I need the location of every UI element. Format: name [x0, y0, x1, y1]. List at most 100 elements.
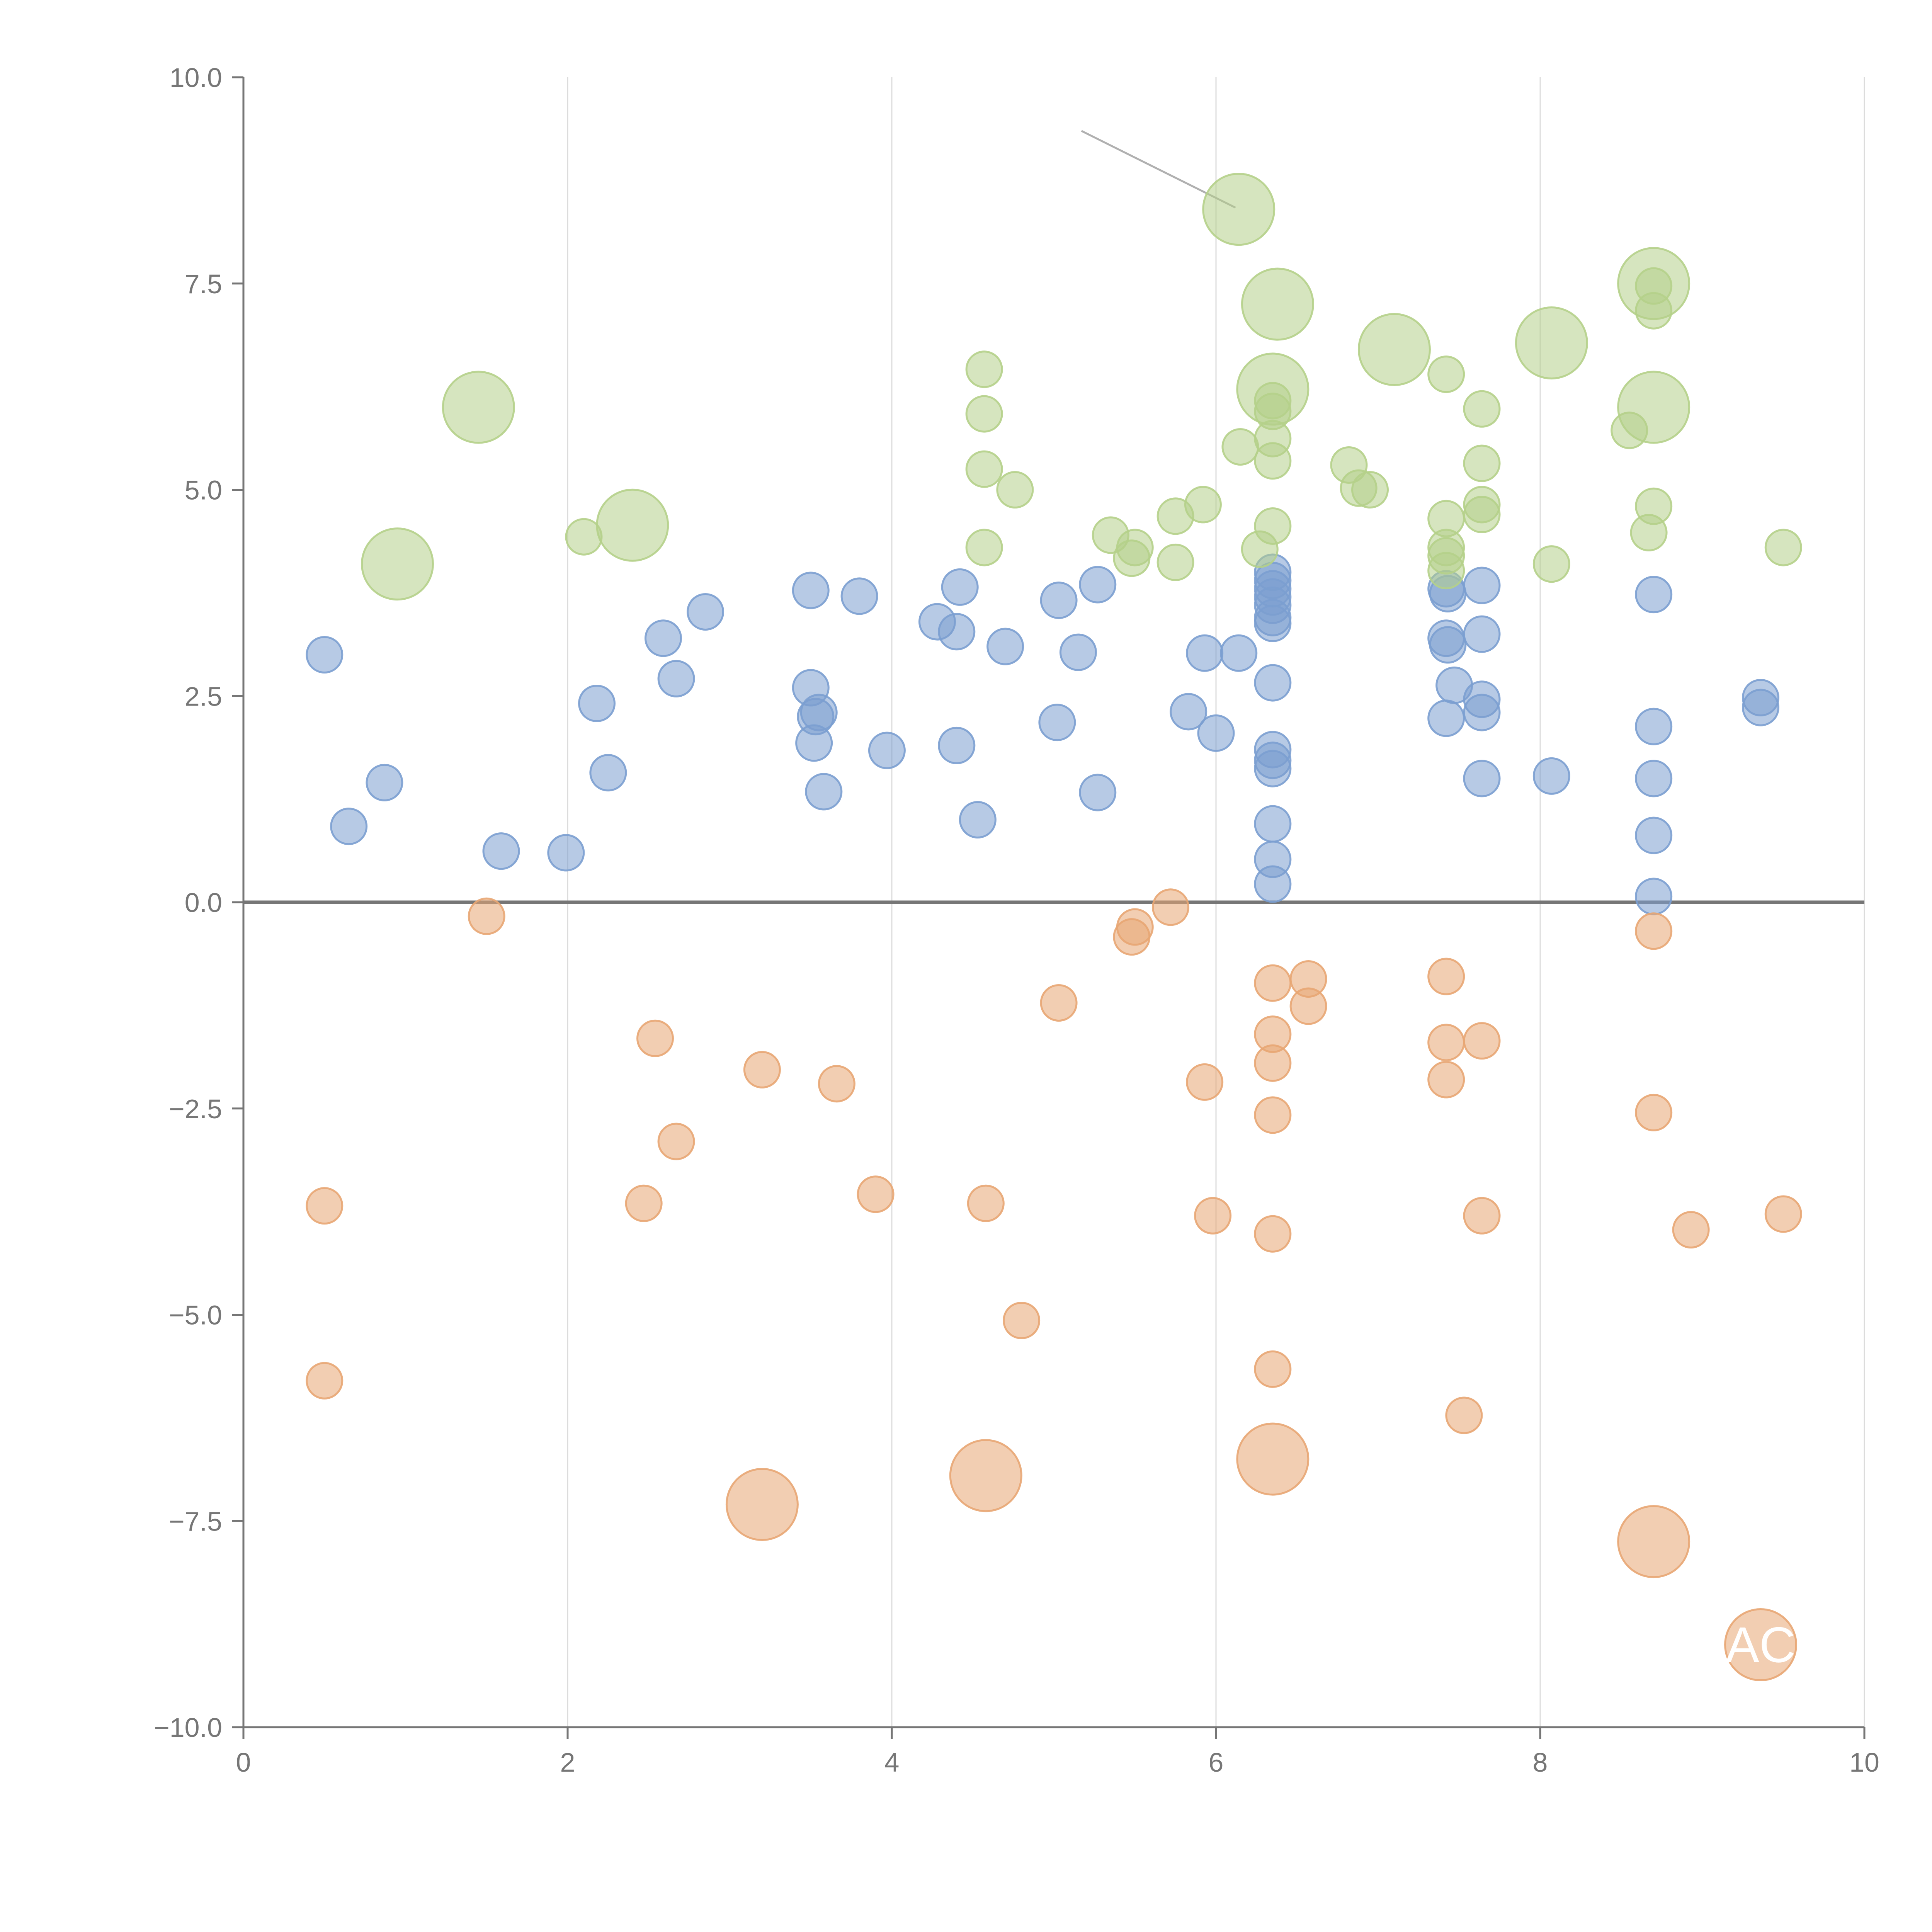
y-tick-label: −10.0: [154, 1713, 222, 1743]
orange-data-point: [306, 1362, 344, 1400]
orange-data-point: [1635, 1094, 1673, 1131]
point-labels: AC: [1726, 1617, 1796, 1673]
y-tick-label: −2.5: [169, 1094, 222, 1124]
blue-data-point: [306, 636, 344, 673]
blue-data-point: [578, 684, 616, 722]
blue-data-point: [1254, 805, 1292, 843]
blue-data-point: [1254, 865, 1292, 903]
green-data-point: [1241, 267, 1314, 341]
orange-data-point: [1254, 1215, 1292, 1253]
orange-data-point: [1427, 1061, 1465, 1099]
y-tick-label: 0.0: [185, 888, 222, 918]
y-tick-label: 5.0: [185, 475, 222, 505]
blue-data-point: [657, 660, 695, 697]
bubble-label: AC: [1726, 1617, 1796, 1673]
x-tick-label: 8: [1533, 1747, 1548, 1777]
blue-data-point: [1463, 566, 1501, 604]
orange-data-point: [1617, 1505, 1690, 1578]
green-data-point: [1351, 471, 1389, 509]
blue-data-point: [986, 628, 1024, 665]
y-tick-label: 2.5: [185, 681, 222, 711]
green-data-point: [1113, 539, 1151, 577]
blue-data-point: [1635, 816, 1673, 854]
green-data-point: [1635, 292, 1673, 330]
orange-data-point: [1152, 888, 1190, 926]
blue-data-point: [938, 613, 976, 651]
blue-data-point: [547, 834, 585, 872]
blue-data-point: [941, 568, 979, 606]
orange-data-point: [1635, 912, 1673, 950]
x-tick-label: 2: [560, 1747, 575, 1777]
orange-data-point: [1289, 987, 1327, 1025]
blue-data-point: [645, 619, 682, 657]
orange-data-point: [1463, 1022, 1501, 1060]
x-tick-label: 10: [1849, 1747, 1879, 1777]
green-data-point: [1463, 444, 1501, 482]
orange-data-point: [1116, 908, 1154, 946]
blue-data-point: [795, 724, 833, 762]
x-tick-label: 0: [236, 1747, 251, 1777]
blue-data-point: [1038, 704, 1076, 742]
orange-data-point: [636, 1019, 674, 1057]
green-data-point: [1221, 428, 1259, 466]
blue-data-point: [1429, 626, 1467, 664]
green-data-point: [1515, 306, 1588, 379]
orange-data-point: [1254, 964, 1292, 1002]
blue-data-point: [1059, 633, 1097, 671]
blue-data-point: [1079, 774, 1117, 811]
orange-data-point: [857, 1175, 895, 1213]
blue-data-point: [840, 577, 878, 615]
blue-data-point: [482, 832, 520, 870]
orange-data-point: [1463, 1197, 1501, 1235]
orange-data-point: [657, 1122, 695, 1160]
green-data-point: [965, 450, 1003, 488]
green-data-point: [1463, 390, 1501, 428]
orange-data-point: [949, 1439, 1022, 1512]
green-data-point: [1254, 442, 1292, 480]
tick-labels: 10.0 7.5 5.0 2.5 0.0 −2.5 −5.0 −7.5 −10.0 0 2 4 6 8 10: [154, 63, 1879, 1777]
green-data-point: [1156, 543, 1194, 581]
blue-data-point: [1040, 582, 1078, 619]
green-data-point: [996, 471, 1034, 509]
green-data-point: [361, 527, 434, 601]
blue-data-point: [330, 808, 368, 845]
green-data-point: [1463, 496, 1501, 534]
orange-data-point: [818, 1065, 855, 1103]
y-tick-label: 7.5: [185, 269, 222, 299]
green-data-point: [1427, 355, 1465, 393]
orange-data-point: [625, 1184, 663, 1222]
orange-data-point: [1427, 957, 1465, 995]
green-data-point: [1202, 173, 1276, 246]
green-data-point: [965, 350, 1003, 388]
blue-data-point: [868, 731, 906, 769]
orange-data-point: [1672, 1211, 1710, 1249]
green-data-point: [596, 488, 669, 562]
blue-data-point: [1220, 634, 1258, 672]
green-data-point: [965, 529, 1003, 566]
blue-data-point: [1635, 707, 1673, 745]
x-tick-label: 6: [1209, 1747, 1224, 1777]
blue-data-point: [1635, 878, 1673, 915]
orange-data-point: [1040, 984, 1078, 1022]
orange-data-point: [1254, 1350, 1292, 1388]
blue-data-point: [1197, 714, 1235, 752]
orange-data-point: [1236, 1422, 1310, 1496]
blue-data-point: [1079, 566, 1117, 604]
green-data-point: [1617, 371, 1690, 444]
orange-data-point: [1186, 1063, 1224, 1101]
blue-data-point: [1635, 576, 1673, 614]
orange-data-point: [967, 1184, 1005, 1222]
orange-data-point: [468, 897, 505, 935]
blue-data-point: [1532, 757, 1570, 795]
blue-data-point: [1254, 664, 1292, 702]
green-data-point: [1630, 514, 1668, 552]
orange-data-point: [1724, 1608, 1798, 1681]
blue-data-point: [1463, 694, 1501, 731]
y-tick-label: 10.0: [170, 63, 222, 93]
green-data-point: [1184, 486, 1222, 524]
green-data-point: [1357, 313, 1431, 386]
blue-data-point: [1254, 750, 1292, 787]
y-tick-label: −5.0: [169, 1300, 222, 1330]
data-points: [306, 173, 1802, 1681]
